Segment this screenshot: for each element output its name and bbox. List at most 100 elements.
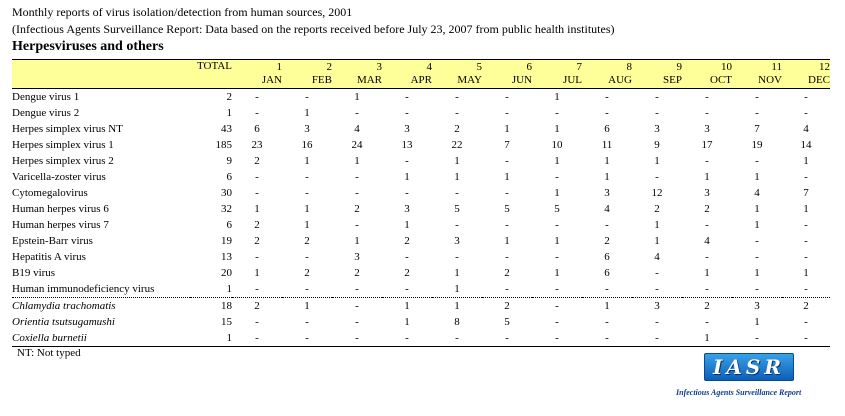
table-row: Varicella-zoster virus 6 - - - 1 1 1 - 1 - 1 1 - <box>12 169 830 185</box>
table-header-row: TOTAL 1 JAN 2 FEB 3 MAR 4 APR 5 MAY 6 JUN 7 JUL… <box>12 59 830 89</box>
month-cell: - <box>605 91 609 103</box>
month-cell: 3 <box>304 123 310 135</box>
month-cell: 1 <box>554 91 560 103</box>
month-cell: - <box>355 316 359 328</box>
month-cell: - <box>505 187 509 199</box>
month-cell: 6 <box>604 267 610 279</box>
month-cell: 2 <box>404 235 410 247</box>
month-cell: - <box>355 187 359 199</box>
month-cell: - <box>255 283 259 295</box>
month-cell: 1 <box>754 203 760 215</box>
source-name: Human herpes virus 7 <box>12 219 109 231</box>
month-cell: - <box>655 283 659 295</box>
month-cell: 3 <box>354 251 360 263</box>
month-cell: 14 <box>800 139 812 151</box>
month-cell: 5 <box>454 203 460 215</box>
month-cell: - <box>605 219 609 231</box>
month-cell: - <box>455 219 459 231</box>
month-cell: - <box>255 171 259 183</box>
table-row: B19 virus 20 1 2 2 2 1 2 1 6 - 1 1 1 <box>12 265 830 281</box>
month-cell: - <box>705 283 709 295</box>
month-cell: 23 <box>251 139 263 151</box>
table-row: Orientia tsutsugamushi 15 - - - 1 8 5 - - - - 1 - <box>12 314 830 330</box>
source-name: Coxiella burnetii <box>12 330 190 347</box>
report-subtitle: (Infectious Agents Surveillance Report: … <box>12 22 615 36</box>
month-cell: 1 <box>454 171 460 183</box>
month-cell: - <box>804 235 808 247</box>
header-month: 8 AUG <box>608 61 632 86</box>
table-row: Herpes simplex virus 2 9 2 1 1 - 1 - 1 1 1 - - 1 <box>12 153 830 169</box>
month-cell: 2 <box>704 203 710 215</box>
source-name: Herpes simplex virus 2 <box>12 155 114 167</box>
month-cell: 1 <box>354 155 360 167</box>
month-cell: - <box>755 155 759 167</box>
month-cell: 1 <box>654 219 660 231</box>
month-cell: - <box>405 155 409 167</box>
month-cell: - <box>305 187 309 199</box>
section-heading: Herpesviruses and others <box>12 39 164 54</box>
month-cell: 1 <box>404 171 410 183</box>
month-cell: - <box>605 107 609 119</box>
month-cell: 7 <box>504 139 510 151</box>
header-month: 12 DEC <box>808 61 830 86</box>
month-cell: - <box>732 330 782 347</box>
month-cell: 1 <box>504 171 510 183</box>
source-name: Dengue virus 2 <box>12 107 80 119</box>
month-cell: 2 <box>682 297 732 314</box>
month-cell: 2 <box>482 297 532 314</box>
month-cell: 2 <box>254 235 260 247</box>
source-name: Chlamydia trachomatis <box>12 297 190 314</box>
month-cell: - <box>455 107 459 119</box>
month-cell: - <box>555 316 559 328</box>
month-cell: 1 <box>754 219 760 231</box>
month-cell: - <box>332 330 382 347</box>
month-cell: - <box>655 91 659 103</box>
month-cell: - <box>555 283 559 295</box>
month-cell: - <box>532 297 582 314</box>
header-month: 9 SEP <box>663 61 682 86</box>
month-cell: 4 <box>803 123 809 135</box>
month-cell: 1 <box>554 123 560 135</box>
month-cell: 1 <box>582 297 632 314</box>
header-month: 5 MAY <box>457 61 482 86</box>
table-body: Dengue virus 1 2- -1- - -1- - - - - Dengue virus … <box>12 89 830 347</box>
month-cell: 2 <box>782 297 830 314</box>
month-cell: 1 <box>754 316 760 328</box>
header-month: 11 NOV <box>758 61 782 86</box>
month-cell: - <box>582 330 632 347</box>
month-cell: 3 <box>704 123 710 135</box>
total-cell: 1 <box>226 283 233 295</box>
month-cell: - <box>482 330 532 347</box>
month-cell: - <box>705 107 709 119</box>
month-cell: 1 <box>554 187 560 199</box>
month-cell: - <box>755 251 759 263</box>
month-cell: 1 <box>682 330 732 347</box>
month-cell: - <box>555 219 559 231</box>
month-cell: 2 <box>654 203 660 215</box>
month-cell: 1 <box>704 267 710 279</box>
month-cell: - <box>755 283 759 295</box>
table-row: Chlamydia trachomatis 18 2 1-1 1 2-1 3 2 3 2 <box>12 297 830 314</box>
table-row: Epstein-Barr virus 19 2 2 1 2 3 1 1 2 1 4 - - <box>12 233 830 249</box>
table-row: Human immunodeficiency virus 1 - - - - 1 - - - - - -… <box>12 281 830 298</box>
month-cell: 2 <box>454 123 460 135</box>
month-cell: - <box>255 91 259 103</box>
month-cell: 1 <box>754 171 760 183</box>
month-cell: 4 <box>354 123 360 135</box>
month-cell: - <box>355 107 359 119</box>
month-cell: 2 <box>254 155 260 167</box>
source-name: B19 virus <box>12 267 56 279</box>
month-cell: 1 <box>654 235 660 247</box>
month-cell: 3 <box>654 123 660 135</box>
month-cell: - <box>305 316 309 328</box>
total-cell: 6 <box>226 219 233 231</box>
footnote: NT: Not typed <box>17 347 81 359</box>
month-cell: - <box>655 267 659 279</box>
month-cell: 2 <box>354 267 360 279</box>
month-cell: - <box>782 330 830 347</box>
month-cell: 12 <box>651 187 663 199</box>
month-cell: 1 <box>304 203 310 215</box>
month-cell: 16 <box>301 139 313 151</box>
month-cell: - <box>755 235 759 247</box>
table-row: Coxiella burnetii 1- - - - - - - - -1- - <box>12 330 830 347</box>
